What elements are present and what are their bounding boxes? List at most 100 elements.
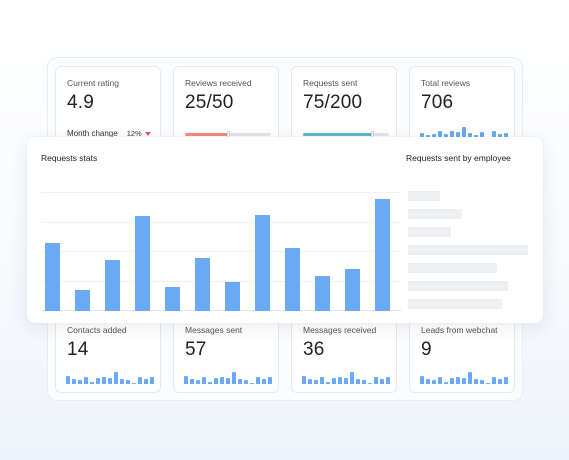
sparkline-bar [432, 134, 436, 139]
total-reviews-card[interactable]: Total reviews 706 [409, 66, 515, 146]
sparkline-bar [444, 381, 448, 384]
current-rating-card[interactable]: Current rating 4.9 Month change 12% [55, 66, 161, 146]
chart-bar[interactable] [194, 257, 210, 311]
employee-bar [408, 191, 441, 201]
card-value: 57 [185, 339, 207, 360]
sparkline-bar [144, 379, 148, 384]
sparkline-bar [150, 376, 154, 384]
chart-bar[interactable] [134, 216, 150, 311]
sparkline-bar [462, 378, 466, 384]
sparkline-bar [184, 375, 188, 384]
reviews-received-card[interactable]: Reviews received 25/50 [173, 66, 279, 146]
sparkline-bar [344, 378, 348, 384]
sparkline-bar [214, 378, 218, 384]
employee-bar [408, 209, 462, 219]
grid-line [41, 221, 401, 223]
sparkline-bar [504, 133, 508, 139]
grid-line [41, 280, 401, 282]
leads-from-webchat-sparkline [420, 372, 508, 384]
sparkline-bar [480, 380, 484, 384]
sparkline-bar [114, 372, 118, 384]
employee-bar [408, 263, 497, 273]
sparkline-bar [450, 378, 454, 384]
employee-bar [408, 227, 452, 237]
sparkline-bar [66, 375, 70, 384]
card-label: Requests sent [303, 78, 358, 88]
sparkline-bar [350, 372, 354, 384]
sparkline-bar [226, 378, 230, 384]
sparkline-bar [420, 375, 424, 384]
requests-sent-card[interactable]: Requests sent 75/200 [291, 66, 397, 146]
grid-line [41, 192, 401, 193]
employee-bar [408, 281, 508, 291]
sparkline-bar [498, 379, 502, 384]
card-value: 75/200 [303, 92, 363, 113]
card-label: Total reviews [421, 78, 471, 88]
sparkline-bar [356, 379, 360, 384]
sparkline-bar [320, 376, 324, 384]
sparkline-bar [480, 131, 484, 139]
sparkline-bar [362, 380, 366, 384]
messages-received-sparkline [302, 372, 390, 384]
sparkline-bar [250, 382, 254, 384]
sparkline-bar [308, 379, 312, 384]
sparkline-bar [238, 379, 242, 384]
messages-received-card[interactable]: Messages received 36 [291, 313, 397, 393]
messages-sent-sparkline [184, 372, 272, 384]
chart-bar[interactable] [284, 247, 300, 311]
card-value: 9 [421, 339, 432, 360]
sparkline-bar [256, 376, 260, 384]
sparkline-bar [504, 376, 508, 384]
card-value: 706 [421, 92, 454, 113]
sparkline-bar [432, 380, 436, 384]
sparkline-bar [208, 381, 212, 384]
card-label: Current rating [67, 78, 119, 88]
sparkline-bar [220, 376, 224, 384]
requests-stats-chart [41, 177, 401, 311]
sparkline-bar [474, 379, 478, 384]
sparkline-bar [96, 378, 100, 384]
sparkline-bar [426, 379, 430, 384]
month-change-value: 12% [126, 129, 142, 138]
sparkline-bar [262, 379, 266, 384]
sparkline-bar [126, 380, 130, 384]
chart-bar[interactable] [254, 214, 270, 311]
sparkline-bar [468, 133, 472, 139]
sparkline-bar [368, 382, 372, 384]
chart-bar[interactable] [314, 275, 330, 311]
requests-overlay-panel: Requests stats Requests sent by employee [27, 137, 543, 323]
sparkline-bar [456, 376, 460, 384]
sparkline-bar [90, 381, 94, 384]
employee-bar [408, 245, 528, 255]
chart-bar[interactable] [164, 287, 180, 311]
sparkline-bar [120, 379, 124, 384]
grid-line [41, 251, 401, 252]
chart-bar[interactable] [344, 269, 360, 311]
sparkline-bar [332, 378, 336, 384]
chart-bar[interactable] [44, 243, 60, 311]
chart-bar[interactable] [74, 289, 90, 311]
sparkline-bar [232, 372, 236, 384]
sparkline-bar [498, 134, 502, 139]
sparkline-bar [374, 376, 378, 384]
sparkline-bar [338, 376, 342, 384]
chart-bar[interactable] [224, 281, 240, 311]
contacts-added-card[interactable]: Contacts added 14 [55, 313, 161, 393]
sparkline-bar [84, 376, 88, 384]
sparkline-bar [196, 380, 200, 384]
chart-bar[interactable] [104, 260, 120, 311]
card-label: Leads from webchat [421, 325, 498, 335]
sparkline-bar [102, 376, 106, 384]
sparkline-bar [420, 133, 424, 139]
employee-bar [408, 299, 502, 309]
sparkline-bar [78, 380, 82, 384]
sparkline-bar [314, 380, 318, 384]
month-change-label: Month change [67, 129, 118, 138]
chart-bar[interactable] [374, 199, 390, 311]
reviews-progress-bar [185, 131, 271, 138]
messages-sent-card[interactable]: Messages sent 57 [173, 313, 279, 393]
leads-from-webchat-card[interactable]: Leads from webchat 9 [409, 313, 515, 393]
sparkline-bar [72, 379, 76, 384]
contacts-added-sparkline [66, 372, 154, 384]
sparkline-bar [386, 376, 390, 384]
